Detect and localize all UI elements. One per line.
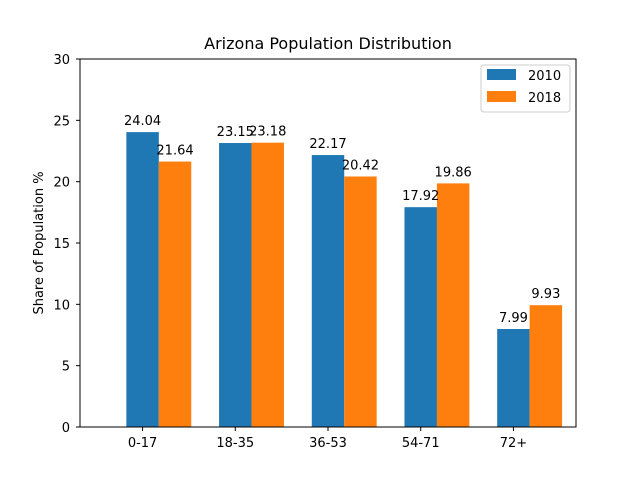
bar-2018-0-17 [158,161,192,428]
y-axis-label: Share of Population % [32,171,47,314]
x-tick-label: 54-71 [402,436,440,451]
y-tick-label: 25 [53,114,70,129]
bar-2010-72+ [497,328,530,427]
x-tick-label: 0-17 [128,436,158,451]
y-tick-label: 15 [53,237,70,252]
legend-swatch-2010 [487,69,516,80]
value-label: 21.64 [156,144,193,159]
y-tick-label: 20 [53,176,70,191]
bar-2018-72+ [529,305,563,427]
legend-swatch-2018 [487,91,516,102]
bar-2010-36-53 [311,155,345,428]
legend-label: 2018 [528,91,561,106]
y-tick-label: 30 [53,53,70,68]
value-label: 24.04 [124,114,161,129]
y-tick-label: 5 [62,360,70,375]
plot-frame [79,58,577,428]
bar-2010-54-71 [404,207,437,427]
bars-layer [126,132,563,428]
value-label: 17.92 [402,189,439,204]
value-label: 7.99 [499,311,528,326]
legend: 2010 2018 [480,64,571,113]
value-labels-layer: 24.04 23.15 22.17 17.92 7.99 21.64 23.18 20.42 1… [124,114,560,326]
value-label: 23.15 [217,125,254,140]
x-tick-label: 36-53 [309,436,347,451]
value-label: 19.86 [435,165,472,180]
value-label: 9.93 [531,287,560,302]
bar-2010-0-17 [126,132,159,428]
bar-2010-18-35 [219,143,252,427]
bar-2018-54-71 [436,183,470,427]
chart-title: Arizona Population Distribution [204,34,452,53]
y-axis: 0 5 10 15 20 25 30 [53,53,80,436]
value-label: 20.42 [342,159,379,174]
bar-2018-36-53 [344,176,377,427]
x-axis: 0-17 18-35 36-53 54-71 72+ [128,427,527,451]
y-tick-label: 10 [53,298,70,313]
bar-2018-18-35 [251,142,284,427]
legend-label: 2010 [528,69,561,84]
x-tick-label: 18-35 [216,436,254,451]
value-label: 22.17 [309,137,346,152]
value-label: 23.18 [249,125,286,140]
x-tick-label: 72+ [500,436,527,451]
y-tick-label: 0 [62,421,70,436]
